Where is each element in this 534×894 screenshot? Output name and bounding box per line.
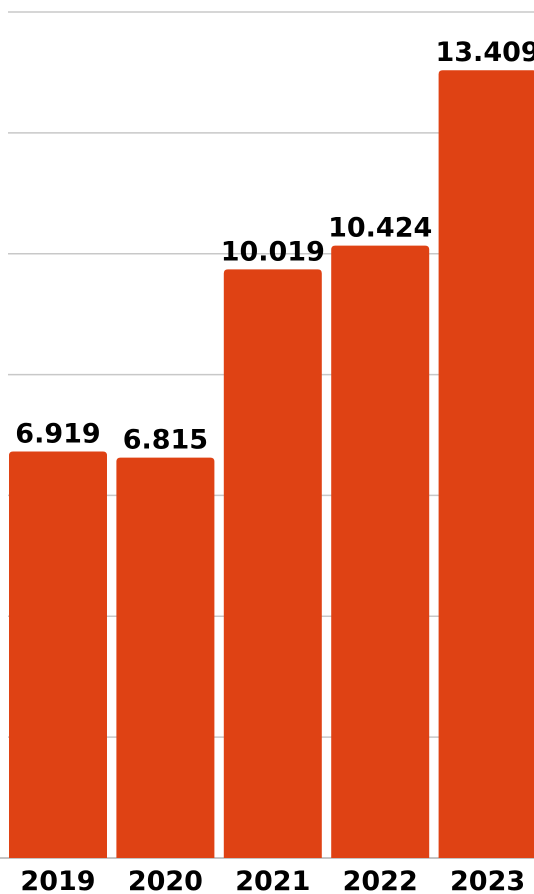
bar-2019	[9, 451, 107, 858]
x-axis: 2019 2020 2021 2022 2023	[20, 866, 525, 894]
value-label-2022: 10.424	[328, 213, 432, 244]
value-label-2023: 13.409	[435, 37, 534, 68]
x-tick-label-2023: 2023	[450, 866, 525, 894]
value-label-2019: 6.919	[15, 419, 100, 450]
bar-2022	[331, 245, 430, 859]
x-tick-label-2022: 2022	[343, 866, 418, 894]
x-tick-label-2021: 2021	[235, 866, 310, 894]
value-label-2021: 10.019	[221, 236, 325, 267]
x-tick-label-2020: 2020	[128, 866, 203, 894]
x-tick-label-2019: 2019	[20, 866, 95, 894]
bar-2021	[223, 269, 322, 858]
bar-2023	[438, 70, 534, 858]
bars	[9, 70, 534, 859]
bar-2020	[116, 457, 215, 858]
value-label-2020: 6.815	[123, 425, 208, 456]
